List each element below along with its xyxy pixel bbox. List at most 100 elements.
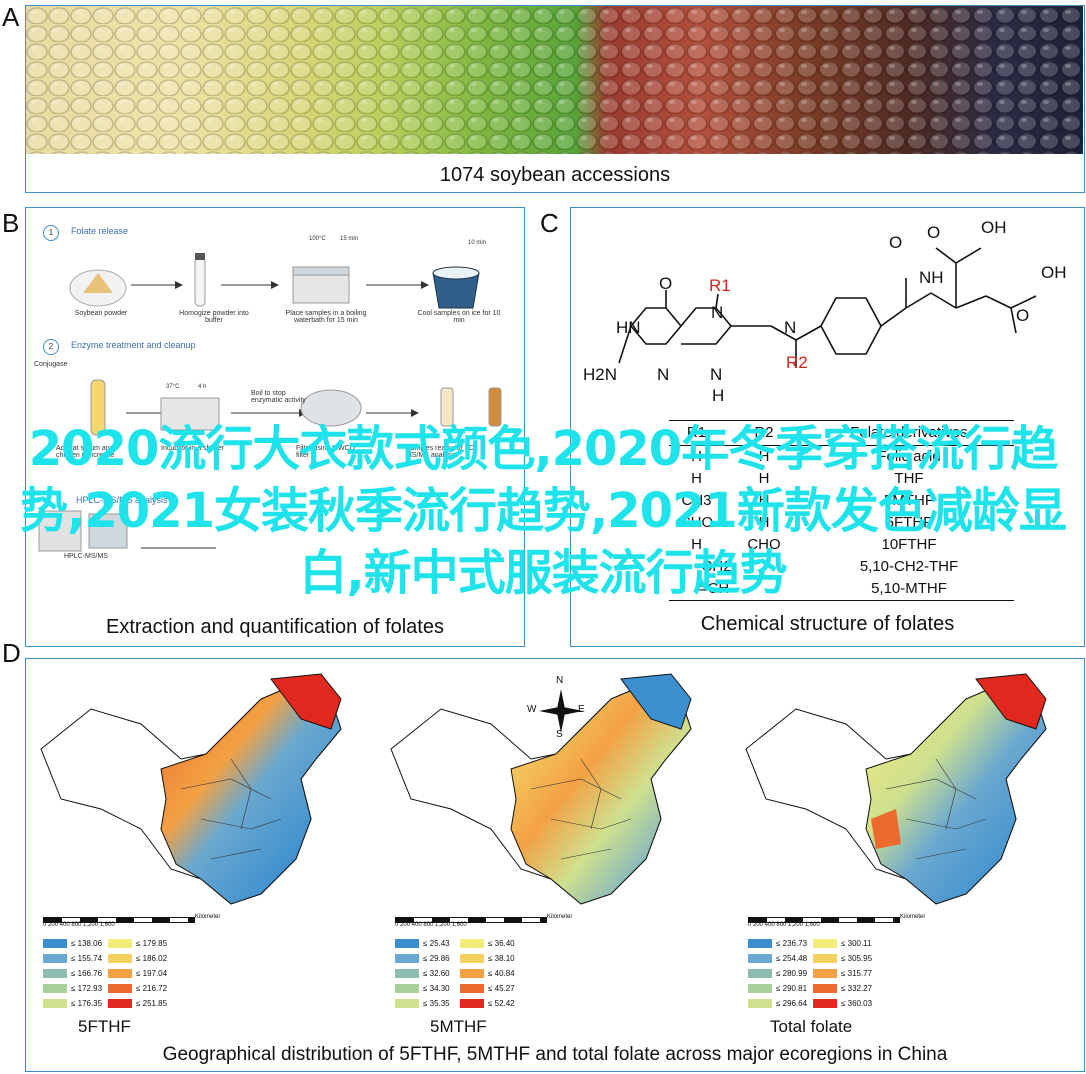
legend-item: ≤ 172.93 [43,984,102,993]
legend-item: ≤ 36.40 [460,939,515,948]
legend-item: ≤ 300.11 [813,939,872,948]
cell-derivative: 5FTHF [885,514,933,531]
legend-label: ≤ 172.93 [71,984,103,993]
legend-item: ≤ 32.60 [395,969,450,978]
header-r2: R2 [754,424,774,441]
centrifuge-icon [300,389,362,427]
panel-d-label: D [2,638,21,668]
panel-c-label: C [540,208,559,238]
legend-label: ≤ 179.85 [136,939,168,948]
step1-title: Folate release [71,226,129,236]
cell-derivative: 5,10-MTHF [871,580,947,597]
step2-item-label: Filter using MWCO filter [296,445,356,459]
legend-label: ≤ 138.06 [71,939,103,948]
scale-bar-unit: Kilometer [195,914,221,920]
step2-conjugase: Conjugase [34,361,68,368]
step1-item-label: Homogize powder into buffer [179,310,249,324]
scale-bar: 0 200 400 800 1,200 1,600 Kilometer [43,914,221,931]
panel-b-label: B [2,208,20,238]
atom-label: O [927,223,941,242]
step2-mark-time: 4 h [198,384,207,390]
legend-item: ≤ 176.35 [43,999,102,1008]
legend-swatch [813,939,837,948]
atom-label-r1: R1 [709,276,731,295]
compass-south: S [556,729,563,740]
legend-label: ≤ 315.77 [841,969,873,978]
legend-swatch [748,984,772,993]
folate-structure [618,247,1037,368]
legend-item: ≤ 290.81 [748,984,807,993]
table-row: H CHO 10FTHF [669,534,1014,556]
step2-boil-label: Boil to stop enzymatic activity [251,390,306,404]
legend-item: ≤ 332.27 [813,984,872,993]
atom-label: OH [1041,263,1067,282]
legend-swatch [395,954,419,963]
legend-swatch [813,969,837,978]
step3-title: HPLC-MS/MS analysis [76,495,168,505]
vial-icon [488,387,502,427]
compass-north: N [556,675,564,686]
legend-item: ≤ 360.03 [813,999,872,1008]
legend-item: ≤ 305.95 [813,954,872,963]
panel-b-caption: Extraction and quantification of folates [106,616,444,638]
legend-item: ≤ 251.85 [108,999,167,1008]
cell-derivative: 5MTHF [884,492,934,509]
legend-label: ≤ 40.84 [488,969,515,978]
panel-d-caption: Geographical distribution of 5FTHF, 5MTH… [162,1044,948,1065]
legend-swatch [108,969,132,978]
legend-label: ≤ 155.74 [71,954,103,963]
atom-label: NH [919,268,944,287]
scale-bar-line [43,917,195,923]
legend-swatch [813,984,837,993]
atom-label: N [711,303,724,322]
legend-swatch [813,954,837,963]
cell-derivative: 10FTHF [881,536,937,553]
table-row: -CH2- 5,10-CH2-THF [669,556,1014,578]
legend-item: ≤ 296.64 [748,999,807,1008]
step1-mark-time: 15 min [340,236,359,242]
legend-swatch [395,984,419,993]
cell-r1: CH3 [681,492,712,509]
compass-icon [539,689,583,733]
cell-r2: H [758,492,770,509]
cell-r2: H [758,448,770,465]
scale-bar-ticks: 0 200 400 800 1,200 1,600 [395,922,467,928]
atom-label: N [710,365,723,384]
legend-item: ≤ 25.43 [395,939,450,948]
legend-label: ≤ 166.76 [71,969,103,978]
soybean-photo [26,6,1083,154]
step2-item-label: Add rat serum and chicken pancrease [56,445,115,459]
scale-bar-unit: Kilometer [900,914,926,920]
legend-label: ≤ 305.95 [841,954,873,963]
cell-r1: H [691,470,702,487]
legend-item: ≤ 45.27 [460,984,515,993]
folate-table-header: R1 R2 Folate derivatives [669,421,1014,446]
legend-label: ≤ 35.35 [423,999,450,1008]
cell-r2: H [758,514,770,531]
legend-item: ≤ 254.48 [748,954,807,963]
tube-icon [90,379,106,436]
table-row: CHO H 5FTHF [669,512,1014,534]
map-block [381,669,726,1039]
header-r1: R1 [686,424,707,441]
panel-a-caption: 1074 soybean accessions [439,164,671,186]
legend-label: ≤ 360.03 [841,999,873,1008]
waterbath-icon [292,272,350,304]
legend-label: ≤ 251.85 [136,999,168,1008]
legend-label: ≤ 25.43 [423,939,450,948]
table-row: =CH- 5,10-MTHF [669,578,1014,600]
legend-item: ≤ 216.72 [108,984,167,993]
atom-label: O [1016,306,1030,325]
step1-mark-cool: 10 min [468,240,487,246]
legend-swatch [460,939,484,948]
legend-swatch [43,939,67,948]
legend-swatch [748,939,772,948]
legend-label: ≤ 280.99 [776,969,808,978]
china-map-total [745,673,1047,905]
legend-swatch [108,984,132,993]
step2-mark-temp: 37°C [166,384,180,390]
cell-derivative: THF [894,470,924,487]
legend-label: ≤ 29.86 [423,954,450,963]
legend-swatch [748,969,772,978]
legend-swatch [395,999,419,1008]
